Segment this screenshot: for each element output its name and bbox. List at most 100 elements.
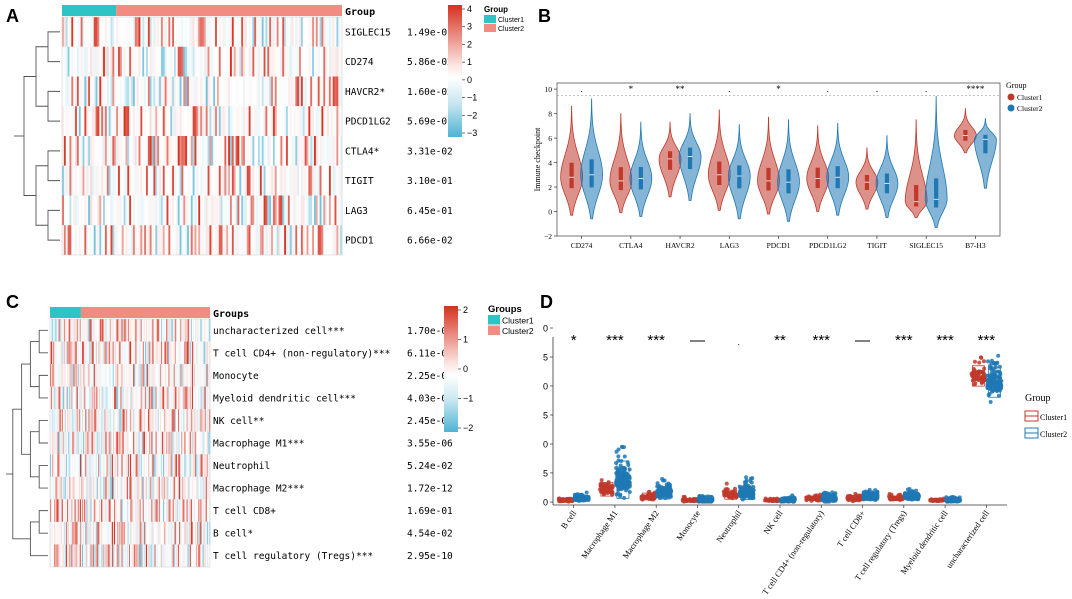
heatmap-cell <box>205 165 208 196</box>
heatmap-cell <box>84 136 87 166</box>
heatmap-cell <box>194 431 196 455</box>
heatmap-cell <box>330 46 334 77</box>
heatmap-cell <box>146 136 149 166</box>
heatmap-cell <box>190 319 193 342</box>
row-pvalue: 2.25e-01 <box>407 371 453 382</box>
legend-entry: Cluster2 <box>1017 104 1043 113</box>
heatmap-cell <box>169 431 171 455</box>
heatmap-cell <box>287 76 291 107</box>
heatmap-cell <box>286 165 289 196</box>
heatmap-cell <box>153 476 155 500</box>
heatmap-cell <box>85 544 87 567</box>
row-label: LAG3 <box>345 206 368 217</box>
heatmap-cell <box>267 46 270 77</box>
heatmap-cell <box>67 46 70 77</box>
heatmap-cell <box>164 319 166 342</box>
heatmap-cell <box>158 364 161 387</box>
heatmap-cell <box>244 225 248 255</box>
heatmap-cell <box>115 454 117 477</box>
heatmap-cell <box>131 386 133 410</box>
heatmap-cell <box>328 106 332 136</box>
x-tick-label: HAVCR2 <box>666 241 695 250</box>
heatmap-cell <box>263 76 266 107</box>
heatmap-cell <box>72 521 74 545</box>
heatmap-cell <box>123 46 126 77</box>
heatmap-cell <box>86 521 88 545</box>
heatmap-cell <box>187 409 190 432</box>
heatmap-cell <box>63 319 66 342</box>
heatmap-cell <box>153 521 155 545</box>
row-pvalue: 5.24e-02 <box>407 461 453 472</box>
heatmap-cell <box>263 225 266 255</box>
data-point <box>667 491 672 496</box>
heatmap-cell <box>114 106 117 136</box>
heatmap-cell <box>101 386 103 410</box>
heatmap-cell <box>134 319 136 342</box>
heatmap-cell <box>166 225 169 255</box>
heatmap-cell <box>179 136 182 166</box>
violin-box <box>815 167 820 189</box>
heatmap-cell <box>274 106 278 136</box>
violin-shape <box>924 96 948 228</box>
heatmap-cell <box>116 409 118 432</box>
heatmap-cell <box>53 476 55 500</box>
heatmap-row <box>50 409 211 432</box>
heatmap-cell <box>172 106 175 136</box>
heatmap-cell <box>139 409 142 432</box>
heatmap-cell <box>89 341 91 365</box>
heatmap-cell <box>224 165 227 196</box>
heatmap-cell <box>197 431 199 455</box>
heatmap-cell <box>84 409 86 432</box>
heatmap-cell <box>338 225 341 255</box>
heatmap-cell <box>118 195 121 226</box>
heatmap-cell <box>278 106 281 136</box>
heatmap-cell <box>267 225 270 255</box>
heatmap-cell <box>126 454 129 477</box>
heatmap-cell <box>165 521 167 545</box>
heatmap-cell <box>184 544 186 567</box>
heatmap-cell <box>138 476 140 500</box>
heatmap-cell <box>116 17 119 47</box>
heatmap-cell <box>132 225 136 255</box>
heatmap-cell <box>63 46 67 77</box>
heatmap-cell <box>215 46 218 77</box>
heatmap-cell <box>125 499 128 522</box>
heatmap-cell <box>250 46 253 77</box>
heatmap-cell <box>59 454 62 477</box>
heatmap-cell <box>183 195 186 226</box>
data-point <box>616 487 621 492</box>
heatmap-cell <box>213 165 216 196</box>
heatmap-cell <box>230 46 233 77</box>
heatmap-cell <box>177 76 180 107</box>
heatmap-cell <box>126 521 129 545</box>
group-header-label: Group <box>345 7 375 18</box>
heatmap-cell <box>153 106 156 136</box>
heatmap-cell <box>289 165 292 196</box>
heatmap-cell <box>271 136 274 166</box>
heatmap-cell <box>261 195 264 226</box>
heatmap-cell <box>99 521 101 545</box>
heatmap-cell <box>55 319 57 342</box>
heatmap-cell <box>295 195 298 226</box>
heatmap-cell <box>52 476 54 500</box>
heatmap-cell <box>138 17 141 47</box>
heatmap-cell <box>334 17 337 47</box>
heatmap-cell <box>96 476 99 500</box>
heatmap-cell <box>239 225 242 255</box>
heatmap-cell <box>182 319 184 342</box>
heatmap-cell <box>99 386 101 410</box>
heatmap-cell <box>293 106 296 136</box>
heatmap-cell <box>231 106 235 136</box>
heatmap-cell <box>321 165 324 196</box>
heatmap-cell <box>181 225 184 255</box>
heatmap-cell <box>220 106 223 136</box>
heatmap-cell <box>241 225 244 255</box>
heatmap-cell <box>74 364 76 387</box>
heatmap-cell <box>107 476 110 500</box>
heatmap-cell <box>190 454 193 477</box>
heatmap-cell <box>179 106 182 136</box>
heatmap-cell <box>272 76 276 107</box>
heatmap-cell <box>98 319 100 342</box>
x-tick-label: SIGLEC15 <box>909 241 943 250</box>
heatmap-cell <box>140 106 143 136</box>
